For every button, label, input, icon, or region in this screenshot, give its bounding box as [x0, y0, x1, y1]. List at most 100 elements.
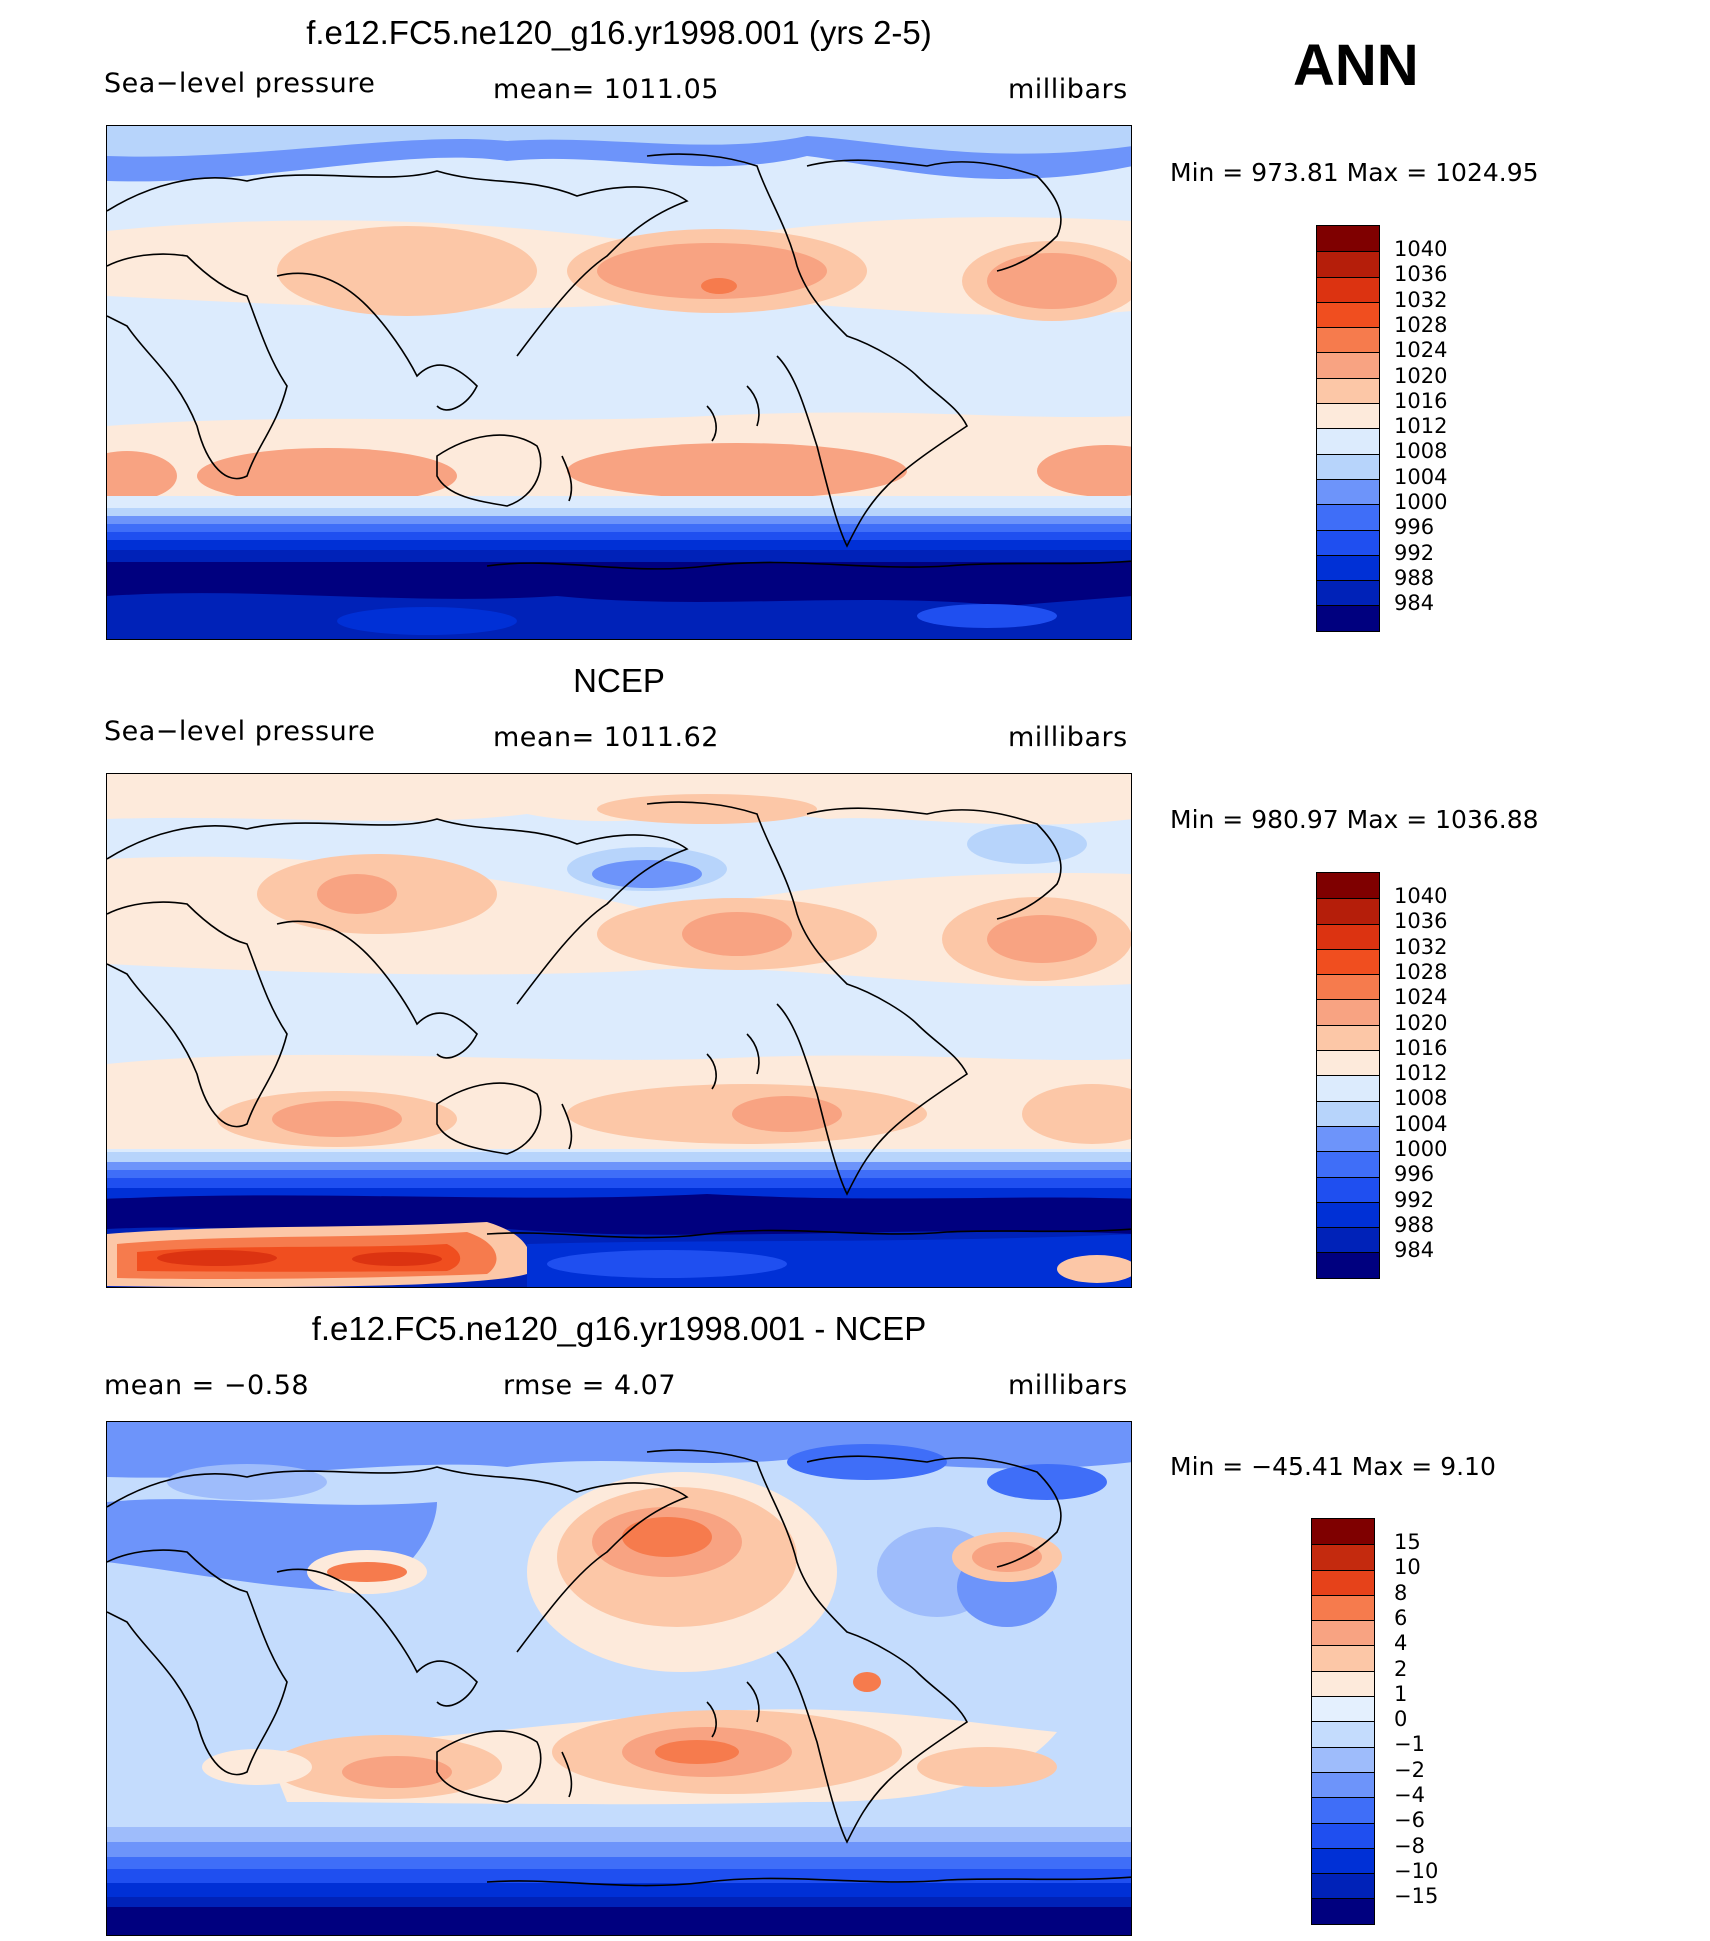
colorbar-tick-label: 1024	[1394, 985, 1448, 1010]
panel-3-mean-label: mean = −0.58	[104, 1370, 310, 1401]
panel-1-units-label: millibars	[1008, 74, 1128, 105]
colorbar-tick-label: 1036	[1394, 262, 1448, 287]
panel-1-colorbar	[1316, 225, 1380, 632]
colorbar-tick-label: 0	[1394, 1707, 1408, 1732]
colorbar-swatch	[1312, 1873, 1374, 1899]
colorbar-swatch	[1312, 1645, 1374, 1671]
panel-1-colorbar-labels: 1040 1036 1032 1028 1024 1020 1016 1012 1008 1004…	[1394, 237, 1464, 617]
colorbar-tick-label: 996	[1394, 515, 1435, 540]
colorbar-swatch	[1317, 1252, 1379, 1278]
colorbar-tick-label: 10	[1394, 1555, 1421, 1580]
colorbar-swatch	[1312, 1721, 1374, 1747]
colorbar-swatch	[1317, 1151, 1379, 1177]
colorbar-swatch	[1317, 1227, 1379, 1253]
colorbar-tick-label: 1040	[1394, 237, 1448, 261]
colorbar-swatch	[1317, 554, 1379, 581]
colorbar-swatch	[1317, 1100, 1379, 1126]
panel-3-min-max: Min = −45.41 Max = 9.10	[1170, 1452, 1496, 1481]
colorbar-tick-label: 996	[1394, 1162, 1435, 1187]
panel-3-map	[106, 1421, 1132, 1936]
panel-2-contour-field	[107, 774, 1131, 1287]
colorbar-swatch	[1312, 1771, 1374, 1798]
panel-1-title: f.e12.FC5.ne120_g16.yr1998.001 (yrs 2-5)	[306, 14, 932, 51]
colorbar-tick-label: 1004	[1394, 1111, 1448, 1136]
colorbar-tick-label: 15	[1394, 1530, 1421, 1554]
panel-2-coastlines	[107, 801, 1131, 1239]
colorbar-swatch	[1317, 377, 1379, 404]
colorbar-tick-label: 4	[1394, 1631, 1408, 1656]
colorbar-tick-label: 1032	[1394, 287, 1448, 312]
panel-1-contour-field	[107, 126, 1131, 639]
colorbar-tick-label: 1028	[1394, 959, 1448, 984]
colorbar-swatch	[1317, 1050, 1379, 1076]
colorbar-tick-label: 984	[1394, 1238, 1435, 1263]
colorbar-swatch	[1312, 1822, 1374, 1848]
colorbar-swatch	[1317, 529, 1379, 555]
colorbar-swatch	[1312, 1519, 1374, 1545]
panel-2-units-label: millibars	[1008, 722, 1128, 753]
panel-1-coastlines	[107, 153, 1131, 570]
colorbar-swatch	[1317, 226, 1379, 252]
colorbar-swatch	[1317, 580, 1379, 606]
colorbar-tick-label: −15	[1394, 1884, 1439, 1909]
colorbar-tick-label: 6	[1394, 1605, 1408, 1630]
colorbar-swatch	[1317, 327, 1379, 353]
colorbar-swatch	[1317, 276, 1379, 302]
colorbar-tick-label: −6	[1394, 1808, 1425, 1833]
panel-1-variable-label: Sea−level pressure	[104, 68, 376, 99]
panel-2-min-max: Min = 980.97 Max = 1036.88	[1170, 805, 1539, 834]
panel-1-map	[106, 125, 1132, 640]
panel-3-rmse-label: rmse = 4.07	[503, 1370, 677, 1401]
panel-3-contour-field	[107, 1422, 1131, 1935]
panel-3-units-label: millibars	[1008, 1370, 1128, 1401]
colorbar-tick-label: 1004	[1394, 464, 1448, 489]
season-label: ANN	[1293, 33, 1419, 98]
colorbar-tick-label: 988	[1394, 1212, 1435, 1237]
colorbar-swatch	[1317, 948, 1379, 975]
colorbar-swatch	[1317, 403, 1379, 429]
colorbar-tick-label: 1016	[1394, 388, 1448, 413]
colorbar-tick-label: 1012	[1394, 414, 1448, 439]
panel-3-colorbar-labels: 15 10 8 6 4 2 1 0 −1 −2 −4 −6 −8 −10 −15	[1394, 1530, 1464, 1910]
colorbar-tick-label: 2	[1394, 1656, 1408, 1681]
colorbar-tick-label: −2	[1394, 1757, 1425, 1782]
colorbar-tick-label: 1036	[1394, 909, 1448, 934]
colorbar-swatch	[1317, 974, 1379, 1000]
colorbar-tick-label: 1028	[1394, 312, 1448, 337]
colorbar-tick-label: 8	[1394, 1580, 1408, 1605]
panel-3-coastlines	[107, 1449, 1131, 1887]
colorbar-tick-label: −1	[1394, 1732, 1425, 1757]
colorbar-tick-label: 1040	[1394, 884, 1448, 908]
colorbar-tick-label: 1020	[1394, 1010, 1448, 1035]
colorbar-swatch	[1317, 923, 1379, 949]
colorbar-swatch	[1317, 1201, 1379, 1228]
colorbar-swatch	[1317, 301, 1379, 328]
panel-1-min-max: Min = 973.81 Max = 1024.95	[1170, 158, 1539, 187]
colorbar-swatch	[1312, 1898, 1374, 1924]
panel-2-map	[106, 773, 1132, 1288]
colorbar-tick-label: 1008	[1394, 1086, 1448, 1111]
panel-2-colorbar-labels: 1040 1036 1032 1028 1024 1020 1016 1012 1008 1004…	[1394, 884, 1464, 1264]
colorbar-swatch	[1317, 605, 1379, 631]
colorbar-tick-label: 992	[1394, 540, 1435, 565]
colorbar-tick-label: 1032	[1394, 934, 1448, 959]
colorbar-swatch	[1317, 898, 1379, 924]
colorbar-tick-label: −10	[1394, 1858, 1439, 1883]
panel-2-title: NCEP	[573, 662, 665, 699]
colorbar-swatch	[1312, 1746, 1374, 1772]
colorbar-swatch	[1317, 428, 1379, 454]
panel-2-mean-label: mean= 1011.62	[493, 722, 719, 753]
colorbar-tick-label: 1000	[1394, 1137, 1448, 1161]
colorbar-tick-label: 1024	[1394, 338, 1448, 363]
colorbar-tick-label: −4	[1394, 1783, 1425, 1807]
colorbar-swatch	[1317, 873, 1379, 899]
colorbar-tick-label: 992	[1394, 1187, 1435, 1212]
colorbar-swatch	[1317, 453, 1379, 479]
colorbar-swatch	[1312, 1696, 1374, 1722]
panel-1-mean-label: mean= 1011.05	[493, 74, 719, 105]
colorbar-tick-label: 1012	[1394, 1061, 1448, 1086]
colorbar-swatch	[1312, 1569, 1374, 1595]
colorbar-swatch	[1317, 251, 1379, 277]
colorbar-swatch	[1312, 1670, 1374, 1697]
colorbar-swatch	[1317, 1024, 1379, 1051]
